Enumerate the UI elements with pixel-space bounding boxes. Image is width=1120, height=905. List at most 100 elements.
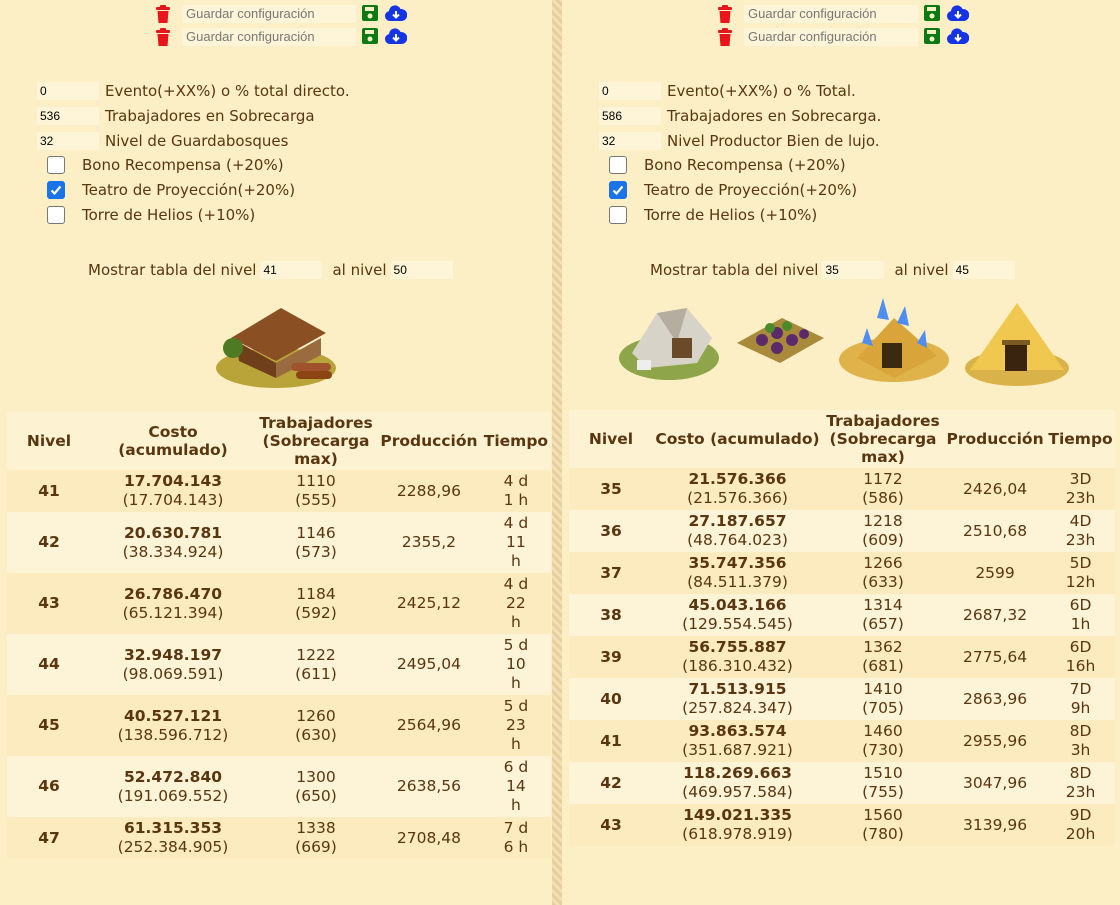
checkbox[interactable] xyxy=(47,181,65,199)
trash-icon[interactable] xyxy=(717,5,735,23)
cost-cell: 71.513.915 (257.824.347) xyxy=(653,678,822,720)
time-cell: 4 d 1 h xyxy=(480,470,551,512)
bonus-checkbox-row[interactable]: Teatro de Proyección(+20%) xyxy=(609,181,857,199)
trash-icon[interactable] xyxy=(155,28,173,46)
cost-cell: 45.043.166 (129.554.545) xyxy=(653,594,822,636)
cost-cell: 35.747.356 (84.511.379) xyxy=(653,552,822,594)
workers-cell: 1362 (681) xyxy=(822,636,944,678)
level-cell: 42 xyxy=(569,762,653,804)
production-cell: 3047,96 xyxy=(944,762,1047,804)
save-icon[interactable] xyxy=(362,5,380,23)
table-row: 45 40.527.121 (138.596.712) 1260 (630) 2564,9… xyxy=(7,695,551,756)
lumberjack-hut-image xyxy=(211,293,341,397)
overcharge-value: (657) xyxy=(862,615,904,633)
overcharge-value: (609) xyxy=(862,531,904,549)
header-tiempo: Tiempo xyxy=(480,412,551,470)
header-trabajadores: Trabajadores (Sobrecarga max) xyxy=(822,410,944,468)
level-from-input[interactable] xyxy=(260,261,323,279)
checkbox[interactable] xyxy=(609,181,627,199)
time-cell: 5 d 10 h xyxy=(480,634,551,695)
cloud-download-icon[interactable] xyxy=(384,28,409,46)
config-name-field[interactable]: Guardar configuración xyxy=(182,5,356,23)
header-produccion: Producción xyxy=(944,410,1047,468)
time-value: 5 d 23 h xyxy=(503,697,529,753)
cost-value: 149.021.335 xyxy=(683,806,792,824)
cost-value: 35.747.356 xyxy=(688,554,787,572)
event-bonus-input[interactable] xyxy=(37,82,99,100)
field-row: Nivel Productor Bien de lujo. xyxy=(599,130,880,152)
workers-value: 1184 xyxy=(296,584,336,603)
cost-cell: 27.187.657 (48.764.023) xyxy=(653,510,822,552)
building-images xyxy=(617,298,1120,392)
production-cell: 2708,48 xyxy=(377,817,481,859)
trash-icon[interactable] xyxy=(155,5,173,23)
overcharge-workers-input[interactable] xyxy=(37,107,99,125)
config-name-input[interactable] xyxy=(744,5,918,23)
config-name-input[interactable] xyxy=(744,28,918,46)
time-value: 5 d 10 h xyxy=(503,636,529,692)
overcharge-value: (586) xyxy=(862,489,904,507)
cost-value: 21.576.366 xyxy=(688,470,787,488)
checkbox[interactable] xyxy=(609,206,627,224)
cost-accumulated: (21.576.366) xyxy=(687,489,788,507)
table-row: 44 32.948.197 (98.069.591) 1222 (611) 2495,04… xyxy=(7,634,551,695)
workers-cell: 1300 (650) xyxy=(255,756,377,817)
workers-value: 1460 xyxy=(863,722,903,740)
config-name-field[interactable]: Guardar configuración xyxy=(744,5,918,23)
cloud-download-icon[interactable] xyxy=(946,28,971,46)
cost-accumulated: (351.687.921) xyxy=(682,741,793,759)
level-cell: 43 xyxy=(7,573,91,634)
level-input[interactable] xyxy=(37,132,99,150)
checkbox[interactable] xyxy=(47,206,65,224)
config-name-input[interactable] xyxy=(182,5,356,23)
event-bonus-input[interactable] xyxy=(599,82,661,100)
range-to-label: al nivel xyxy=(894,261,949,279)
bonus-checkbox-row[interactable]: Bono Recompensa (+20%) xyxy=(47,156,284,174)
crystal-mine-image xyxy=(837,298,952,392)
config-name-field[interactable]: Guardar configuración xyxy=(182,28,356,46)
level-to-input[interactable] xyxy=(390,261,453,279)
overcharge-workers-input[interactable] xyxy=(599,107,661,125)
save-icon[interactable] xyxy=(924,28,942,46)
bonus-checkbox-row[interactable]: Teatro de Proyección(+20%) xyxy=(47,181,295,199)
time-value: 6D 1h xyxy=(1069,596,1092,633)
cost-accumulated: (65.121.394) xyxy=(122,603,224,622)
config-name-input[interactable] xyxy=(182,28,356,46)
cost-value: 17.704.143 xyxy=(123,472,223,490)
time-value: 7D 9h xyxy=(1069,680,1092,717)
table-row: 39 56.755.887 (186.310.432) 1362 (681) 2775,6… xyxy=(569,636,1115,678)
checkbox[interactable] xyxy=(609,156,627,174)
table-row: 37 35.747.356 (84.511.379) 1266 (633) 2599 5D … xyxy=(569,552,1115,594)
checkbox-label: Bono Recompensa (+20%) xyxy=(644,156,846,174)
workers-value: 1260 xyxy=(296,706,336,725)
trash-icon[interactable] xyxy=(717,28,735,46)
save-icon[interactable] xyxy=(924,5,942,23)
cost-value: 45.043.166 xyxy=(688,596,787,614)
cloud-download-icon[interactable] xyxy=(946,5,971,23)
workers-cell: 1266 (633) xyxy=(822,552,944,594)
cost-value: 32.948.197 xyxy=(123,645,223,664)
level-to-input[interactable] xyxy=(952,261,1015,279)
workers-value: 1510 xyxy=(863,764,903,782)
table-header: Nivel Costo (acumulado) Trabajadores (Sobr… xyxy=(569,410,1115,468)
bonus-checkbox-row[interactable]: Torre de Helios (+10%) xyxy=(47,206,255,224)
bonus-checkbox-row[interactable]: Bono Recompensa (+20%) xyxy=(609,156,846,174)
header-produccion: Producción xyxy=(377,412,481,470)
field-label: Nivel Productor Bien de lujo. xyxy=(667,132,880,150)
workers-value: 1172 xyxy=(863,470,903,488)
config-name-field[interactable]: Guardar configuración xyxy=(744,28,918,46)
bonus-checkbox-row[interactable]: Torre de Helios (+10%) xyxy=(609,206,817,224)
workers-cell: 1510 (755) xyxy=(822,762,944,804)
cloud-download-icon[interactable] xyxy=(384,5,409,23)
workers-value: 1300 xyxy=(296,767,336,786)
save-icon[interactable] xyxy=(362,28,380,46)
cost-value: 93.863.574 xyxy=(688,722,787,740)
level-input[interactable] xyxy=(599,132,661,150)
time-cell: 3D 23h xyxy=(1046,468,1115,510)
workers-value: 1314 xyxy=(863,596,903,614)
overcharge-value: (730) xyxy=(862,741,904,759)
level-from-input[interactable] xyxy=(822,261,885,279)
checkbox[interactable] xyxy=(47,156,65,174)
level-cell: 38 xyxy=(569,594,653,636)
workers-cell: 1410 (705) xyxy=(822,678,944,720)
